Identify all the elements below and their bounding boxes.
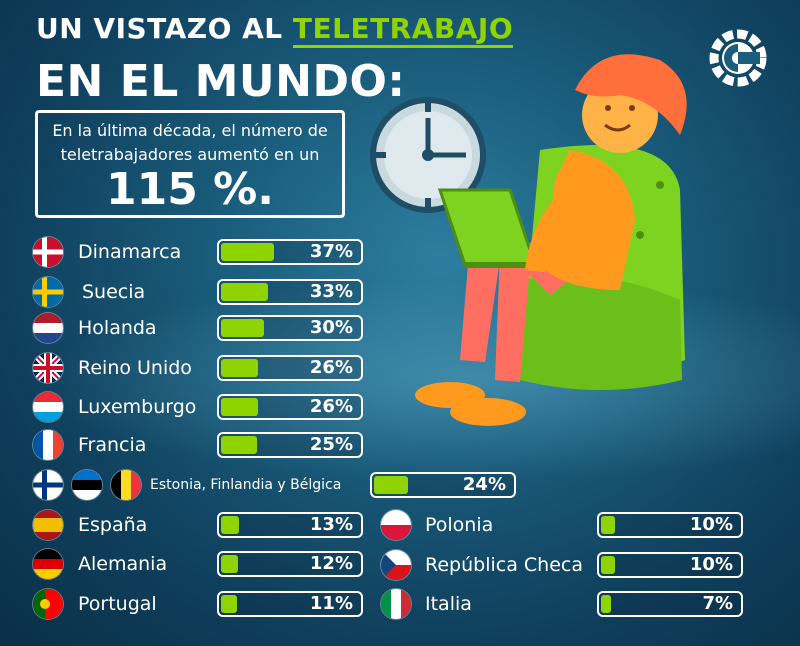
finland-flag-icon [33, 470, 63, 500]
title-highlight: TELETRABAJO [292, 12, 514, 48]
country-label-francia: Francia [78, 434, 147, 456]
bar-frame-holanda: 30% [217, 315, 363, 341]
country-label-reino-unido: Reino Unido [78, 357, 192, 379]
bar-fill-estonia-finlandia-y-belgica [374, 476, 408, 494]
bar-frame-polonia: 10% [597, 512, 743, 538]
country-label-espana: España [78, 514, 148, 536]
portugal-flag-icon [33, 589, 63, 619]
title-line-2: EN EL MUNDO: [36, 56, 406, 107]
denmark-flag-icon [33, 237, 63, 267]
bar-frame-republica-checa: 10% [597, 552, 743, 578]
brand-logo-icon [709, 29, 767, 87]
country-label-luxemburgo: Luxemburgo [78, 396, 197, 418]
germany-flag-icon [33, 549, 63, 579]
france-flag-icon [33, 430, 63, 460]
country-label-polonia: Polonia [425, 514, 494, 536]
czech-flag-icon [381, 550, 411, 580]
belgium-flag-icon [111, 470, 141, 500]
bar-fill-luxemburgo [221, 398, 258, 416]
bar-frame-reino-unido: 26% [217, 355, 363, 381]
value-label-republica-checa: 10% [689, 554, 733, 575]
bar-fill-espana [221, 516, 239, 534]
value-label-holanda: 30% [309, 317, 353, 338]
bar-fill-holanda [221, 319, 264, 337]
value-label-dinamarca: 37% [309, 241, 353, 262]
value-label-suecia: 33% [309, 281, 353, 302]
value-label-espana: 13% [309, 514, 353, 535]
uk-flag-icon [33, 353, 63, 383]
country-label-alemania: Alemania [78, 553, 168, 575]
bar-frame-espana: 13% [217, 512, 363, 538]
value-label-estonia-finlandia-y-belgica: 24% [462, 474, 506, 495]
value-label-polonia: 10% [689, 514, 733, 535]
bar-fill-portugal [221, 595, 237, 613]
bar-frame-luxemburgo: 26% [217, 394, 363, 420]
bar-fill-reino-unido [221, 359, 258, 377]
sweden-flag-icon [33, 277, 63, 307]
country-label-holanda: Holanda [78, 317, 157, 339]
bar-frame-italia: 7% [597, 591, 743, 617]
bar-frame-suecia: 33% [217, 279, 363, 305]
country-label-suecia: Suecia [82, 281, 146, 303]
remote-worker-illustration [370, 54, 687, 426]
spain-flag-icon [33, 510, 63, 540]
clock-icon [370, 97, 486, 213]
country-label-estonia-finlandia-y-belgica: Estonia, Finlandia y Bélgica [150, 477, 342, 493]
poland-flag-icon [381, 510, 411, 540]
country-label-italia: Italia [425, 593, 472, 615]
value-label-luxemburgo: 26% [309, 396, 353, 417]
bar-fill-italia [601, 595, 611, 613]
luxembourg-flag-icon [33, 392, 63, 422]
bar-fill-republica-checa [601, 556, 615, 574]
bar-fill-polonia [601, 516, 615, 534]
netherlands-flag-icon [33, 313, 63, 343]
info-value: 115 %. [106, 164, 274, 215]
value-label-italia: 7% [702, 593, 733, 614]
country-label-republica-checa: República Checa [425, 554, 583, 576]
bar-fill-dinamarca [221, 243, 274, 261]
value-label-portugal: 11% [309, 593, 353, 614]
info-text-2: teletrabajadores aumentó en un [60, 145, 320, 164]
italy-flag-icon [381, 589, 411, 619]
country-label-portugal: Portugal [78, 593, 157, 615]
info-text-1: En la última década, el número de [52, 121, 328, 140]
value-label-reino-unido: 26% [309, 357, 353, 378]
bar-fill-suecia [221, 283, 268, 301]
bar-frame-alemania: 12% [217, 551, 363, 577]
bar-frame-portugal: 11% [217, 591, 363, 617]
bar-fill-alemania [221, 555, 238, 573]
bar-frame-dinamarca: 37% [217, 239, 363, 265]
bar-frame-estonia-finlandia-y-belgica: 24% [370, 472, 516, 498]
country-label-dinamarca: Dinamarca [78, 241, 182, 263]
bar-frame-francia: 25% [217, 432, 363, 458]
value-label-francia: 25% [309, 434, 353, 455]
info-box: En la última década, el número de teletr… [35, 110, 345, 218]
estonia-flag-icon [72, 470, 102, 500]
bar-fill-francia [221, 436, 257, 454]
value-label-alemania: 12% [309, 553, 353, 574]
title-line-1: UN VISTAZO AL TELETRABAJO [36, 12, 514, 48]
